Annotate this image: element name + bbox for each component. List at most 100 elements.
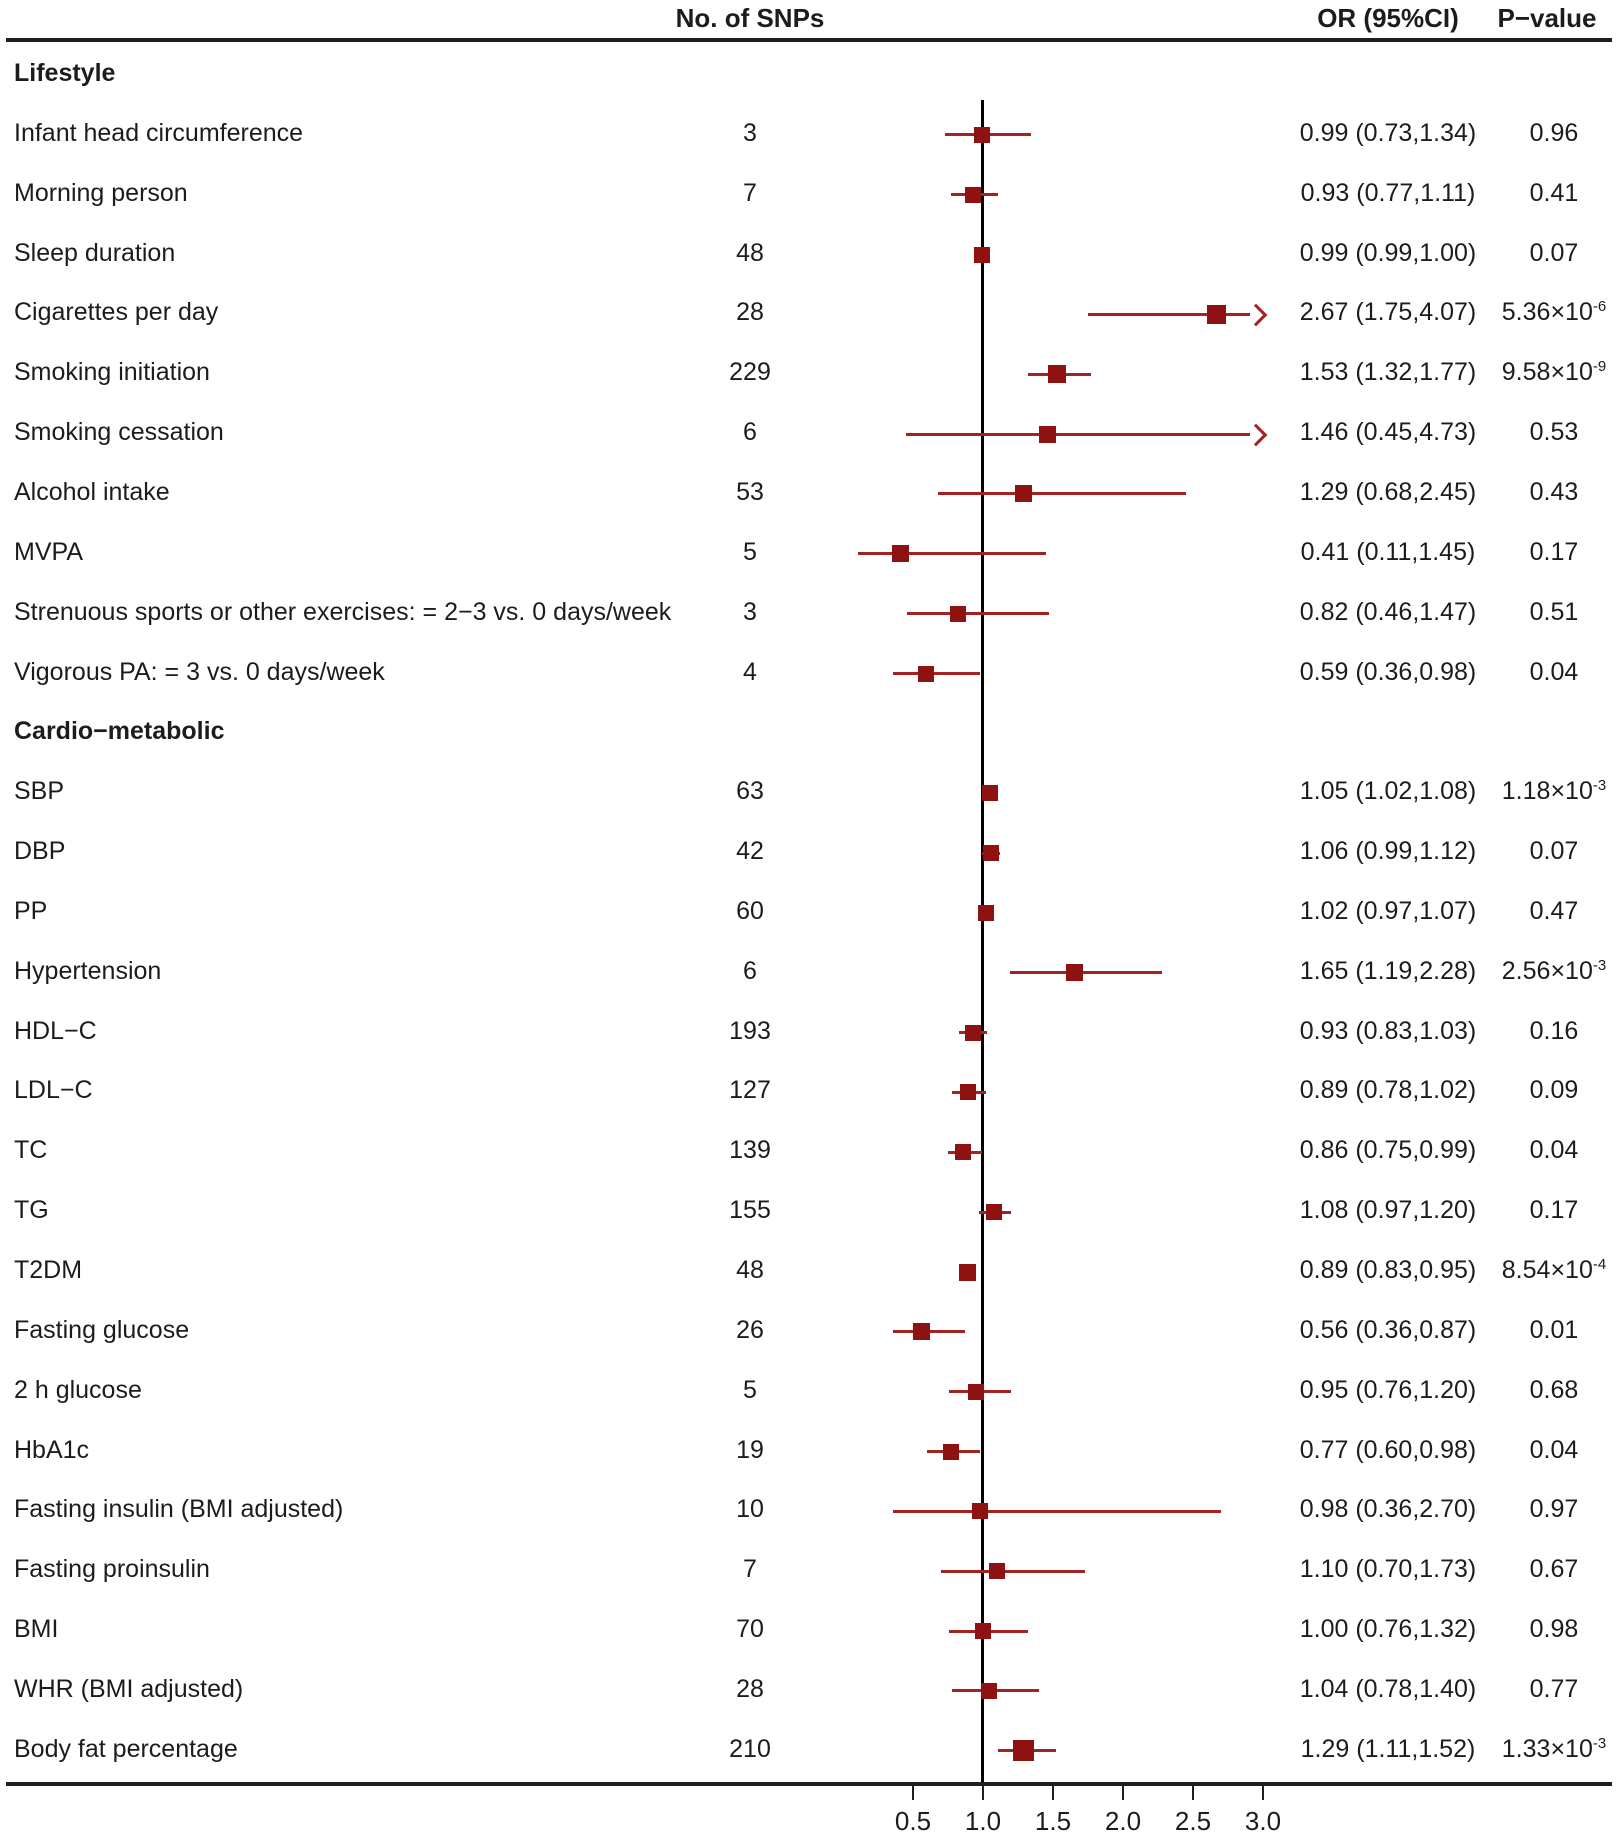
or-point-marker [1013,1740,1035,1762]
row-snp-count: 155 [729,1196,771,1225]
row-or-ci-text: 1.04 (0.78,1.40) [1299,1674,1477,1703]
row-snp-count: 6 [743,956,757,985]
row-p-value: 0.17 [1529,1196,1579,1225]
row-or-ci-text: 0.99 (0.99,1.00) [1299,238,1477,267]
row-or-ci-text: 0.93 (0.77,1.11) [1300,178,1476,207]
ci-arrowhead-icon [1244,423,1268,447]
or-point-marker [977,904,994,921]
row-label: HDL−C [14,1016,97,1045]
row-or-ci-text: 1.53 (1.32,1.77) [1299,358,1477,387]
or-point-marker [1015,485,1033,503]
row-snp-count: 3 [743,597,757,626]
row-snp-count: 127 [729,1076,771,1105]
row-label: Smoking cessation [14,418,224,447]
row-p-value: 1.33×10-3 [1501,1734,1607,1763]
axis-tick [1192,1786,1194,1800]
row-snp-count: 5 [743,1375,757,1404]
row-p-value: 0.53 [1529,418,1579,447]
row-label: Alcohol intake [14,477,170,506]
row-p-value: 0.04 [1529,1435,1579,1464]
row-label: Infant head circumference [14,118,304,147]
or-point-marker [1207,304,1227,324]
row-or-ci-text: 0.98 (0.36,2.70) [1299,1495,1477,1524]
or-point-marker [1065,964,1083,982]
row-p-value: 0.96 [1529,118,1579,147]
or-point-marker [975,1623,991,1640]
or-point-marker [917,665,934,682]
row-label: Vigorous PA: = 3 vs. 0 days/week [14,657,385,686]
row-p-value: 0.67 [1529,1555,1579,1584]
axis-tick [1262,1786,1264,1800]
row-p-value: 0.51 [1529,597,1579,626]
row-or-ci-text: 0.89 (0.83,0.95) [1299,1256,1477,1284]
row-label: WHR (BMI adjusted) [14,1674,244,1703]
row-snp-count: 63 [736,777,764,806]
row-or-ci-text: 2.67 (1.75,4.07) [1299,298,1477,327]
or-point-marker [955,1144,972,1161]
row-label: MVPA [14,537,83,566]
row-or-ci-text: 0.86 (0.75,0.99) [1299,1136,1477,1165]
row-label: 2 h glucose [14,1375,142,1404]
row-or-ci-text: 0.59 (0.36,0.98) [1299,657,1477,686]
row-p-value: 0.07 [1529,238,1579,267]
or-point-marker [973,126,990,143]
axis-tick [982,1786,984,1800]
axis-tick [1122,1786,1124,1800]
axis-tick-label: 2.5 [1174,1806,1212,1836]
row-or-ci-text: 1.02 (0.97,1.07) [1299,896,1477,925]
ci-whisker [893,1509,1221,1513]
row-p-value: 0.01 [1529,1315,1579,1344]
row-or-ci-text: 0.95 (0.76,1.20) [1299,1375,1477,1404]
row-p-value: 0.16 [1529,1016,1579,1045]
row-or-ci-text: 0.41 (0.11,1.45) [1300,537,1476,566]
section-header: Lifestyle [14,59,116,87]
or-point-marker [983,845,1000,862]
row-or-ci-text: 1.00 (0.76,1.32) [1299,1615,1477,1644]
row-p-value: 9.58×10-9 [1501,358,1607,387]
row-snp-count: 26 [736,1315,764,1344]
or-point-marker [968,1383,984,1400]
row-or-ci-text: 0.82 (0.46,1.47) [1299,597,1477,626]
row-p-value: 0.68 [1529,1375,1579,1404]
ci-whisker [1088,312,1250,316]
ci-whisker [938,492,1186,496]
row-or-ci-text: 1.06 (0.99,1.12) [1299,837,1477,866]
ci-whisker [907,612,1049,616]
or-point-marker [891,545,909,563]
row-p-value: 0.17 [1529,537,1579,566]
or-point-marker [1048,365,1067,384]
row-or-ci-text: 1.05 (1.02,1.08) [1299,777,1477,806]
ci-arrowhead-icon [1244,304,1268,327]
row-snp-count: 229 [729,358,771,387]
row-label: Smoking initiation [14,358,210,387]
or-point-marker [965,1024,982,1041]
row-snp-count: 42 [736,837,764,866]
ci-whisker [858,552,1046,556]
or-point-marker [980,1682,997,1699]
column-header-pvalue: P−value [1497,3,1597,33]
row-or-ci-text: 0.93 (0.83,1.03) [1299,1016,1477,1045]
row-p-value: 2.56×10-3 [1501,956,1607,985]
axis-tick-label: 3.0 [1244,1806,1282,1836]
or-point-marker [959,1263,977,1281]
row-or-ci-text: 1.65 (1.19,2.28) [1299,956,1477,985]
row-label: TG [14,1196,49,1225]
row-p-value: 0.98 [1529,1615,1579,1644]
axis-tick-label: 1.5 [1034,1806,1072,1836]
row-p-value: 5.36×10-6 [1501,298,1607,327]
row-or-ci-text: 0.89 (0.78,1.02) [1299,1076,1477,1105]
reference-line-or-1 [981,100,984,1782]
row-snp-count: 28 [736,1674,764,1703]
row-p-value: 0.04 [1529,657,1579,686]
axis-tick [1052,1786,1054,1800]
row-label: Morning person [14,178,188,207]
axis-tick-label: 0.5 [894,1806,932,1836]
section-header: Cardio−metabolic [14,717,225,746]
or-point-marker [1038,425,1056,443]
row-p-value: 0.09 [1529,1076,1579,1105]
ci-whisker [893,672,981,675]
row-snp-count: 3 [743,118,757,147]
row-snp-count: 193 [729,1016,771,1045]
row-label: DBP [14,837,66,866]
row-p-value: 1.18×10-3 [1501,777,1607,806]
